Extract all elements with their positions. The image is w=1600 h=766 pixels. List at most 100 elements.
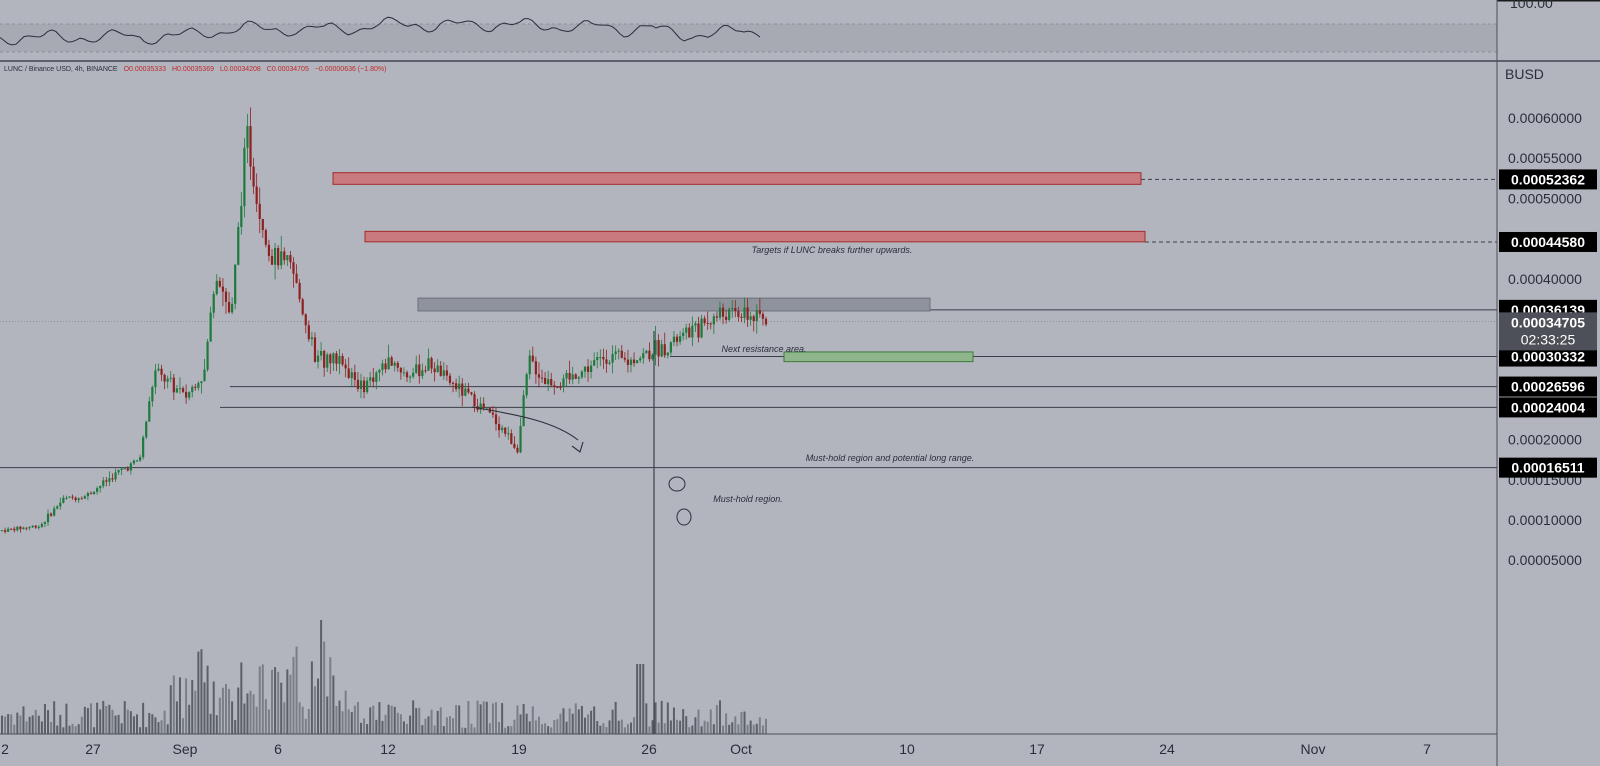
candle: [35, 525, 37, 529]
candle-body: [133, 461, 135, 464]
candle: [38, 525, 40, 530]
candle-body: [682, 333, 684, 336]
candle-body: [737, 311, 739, 317]
candle-body: [673, 337, 675, 343]
candle-body: [446, 370, 448, 375]
candle: [50, 512, 52, 517]
candle-body: [44, 522, 46, 524]
volume-bar: [173, 676, 175, 734]
candle-body: [320, 351, 322, 356]
candle-body: [541, 378, 543, 379]
volume-bar: [170, 685, 172, 734]
candle-body: [56, 506, 58, 508]
candle: [228, 292, 230, 314]
volume-bar: [69, 726, 71, 734]
candle: [378, 369, 380, 381]
volume-bar: [228, 689, 230, 734]
candle: [682, 328, 684, 340]
candle-body: [243, 148, 245, 206]
volume-bar: [704, 721, 706, 734]
candle: [464, 383, 466, 396]
candle-body: [292, 262, 294, 274]
volume-bar: [762, 726, 764, 734]
candle: [329, 353, 331, 374]
candle: [68, 496, 70, 498]
zones: [333, 173, 1145, 362]
candle: [164, 374, 166, 390]
candle: [437, 359, 439, 372]
candle: [415, 356, 417, 374]
candle: [630, 357, 632, 372]
volume-bar: [722, 726, 724, 734]
volume-bar: [550, 727, 552, 734]
volume-bar: [621, 720, 623, 734]
volume-bar: [682, 709, 684, 734]
volume-bar: [133, 716, 135, 734]
candle-body: [329, 354, 331, 363]
candle: [648, 342, 650, 361]
volume-bar: [520, 714, 522, 734]
volume-bar: [593, 706, 595, 734]
candle: [29, 526, 31, 530]
candle-body: [581, 371, 583, 377]
symbol-label[interactable]: LUNC / Binance USD, 4h, BINANCE: [4, 66, 118, 73]
candle: [418, 355, 420, 384]
volume-bar: [630, 723, 632, 734]
x-tick-label: 19: [511, 741, 527, 757]
candle-body: [16, 527, 18, 531]
volume-bar: [437, 711, 439, 734]
volume-bar: [99, 709, 101, 734]
candle: [627, 350, 629, 373]
volume-bar: [719, 700, 721, 734]
candle: [111, 473, 113, 482]
candle-body: [381, 363, 383, 369]
candle: [599, 349, 601, 366]
candle-body: [599, 357, 601, 358]
volume-bar: [492, 703, 494, 734]
volume-bar: [96, 703, 98, 734]
y-tick-label: 0.00050000: [1508, 190, 1582, 206]
candle-body: [154, 370, 156, 387]
candle-body: [262, 219, 264, 230]
candle-body: [565, 373, 567, 378]
candle-body: [621, 351, 623, 358]
candle: [618, 348, 620, 359]
candle-body: [443, 370, 445, 375]
price-axis[interactable]: BUSD 100.00 0.00060000 0.00055000 0.000500…: [1497, 0, 1597, 766]
rsi-top-label: 100.00: [1510, 0, 1553, 11]
candle-body: [167, 379, 169, 382]
candle: [139, 455, 141, 462]
candle: [289, 251, 291, 269]
candle: [740, 313, 742, 322]
volume-bar: [351, 712, 353, 734]
candle-body: [182, 388, 184, 392]
candle: [670, 341, 672, 355]
candle-body: [13, 529, 15, 531]
volume-bar: [633, 717, 635, 734]
volume-bar: [357, 702, 359, 734]
candle: [713, 313, 715, 334]
candle: [62, 495, 64, 503]
volume-bar: [250, 691, 252, 734]
volume-bar: [265, 699, 267, 734]
candle-body: [391, 357, 393, 365]
volume-bar: [35, 710, 37, 734]
candle-body: [526, 374, 528, 395]
volume-bar: [292, 657, 294, 734]
volume-bar: [151, 714, 153, 734]
candle-body: [68, 497, 70, 498]
volume-bar: [397, 713, 399, 734]
candle: [222, 278, 224, 306]
volume-bar: [388, 705, 390, 734]
candle-body: [452, 383, 454, 384]
time-axis[interactable]: 2 27 Sep 6 12 19 26 Oct 10 17 24 Nov 7: [0, 734, 1497, 757]
x-tick-label: 24: [1159, 741, 1175, 757]
volume-bar: [243, 704, 245, 734]
candle-body: [636, 360, 638, 363]
volume-bar: [22, 706, 24, 734]
candle-body: [602, 357, 604, 359]
candle: [302, 298, 304, 316]
candle: [553, 381, 555, 395]
volume-bar: [335, 706, 337, 734]
